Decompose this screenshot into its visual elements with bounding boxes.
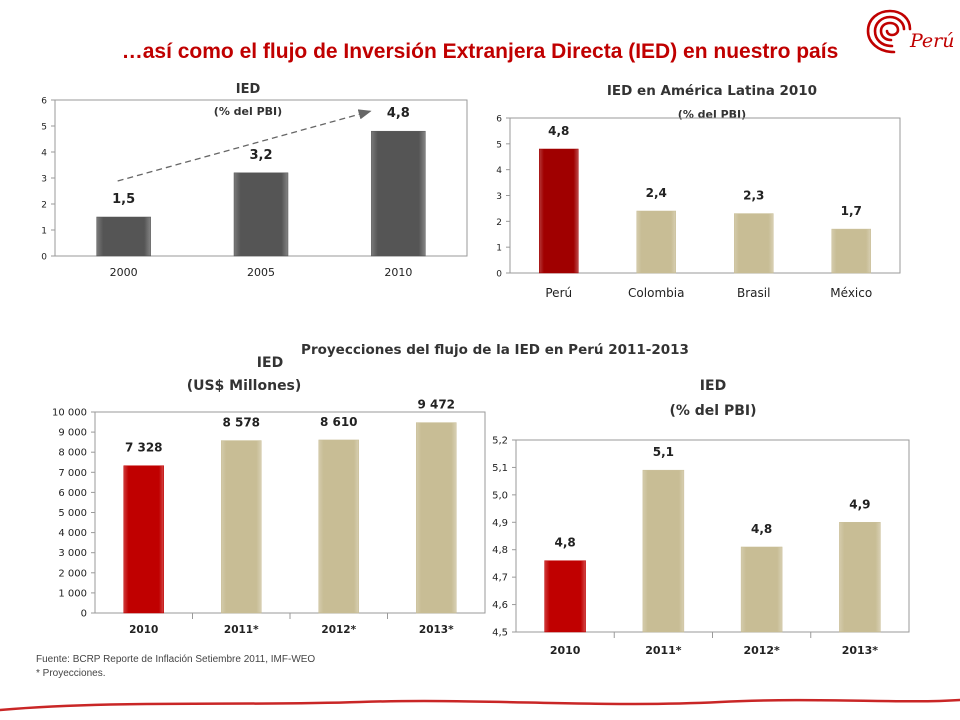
y-tick-label: 6 <box>41 97 47 107</box>
x-tick-label: 2011* <box>224 624 259 636</box>
data-label: 8 610 <box>320 415 358 429</box>
chart-title: IED <box>236 82 261 97</box>
bar <box>416 422 457 614</box>
page-title: …así como el flujo de Inversión Extranje… <box>121 40 839 63</box>
x-tick-label: 2010 <box>384 266 412 279</box>
data-label: 2,4 <box>646 186 667 200</box>
y-tick-label: 3 <box>496 192 502 202</box>
chart-title: IED <box>257 355 283 371</box>
chart-title: IED <box>700 378 726 394</box>
y-tick-label: 5 <box>41 123 47 133</box>
y-tick-label: 4 <box>496 166 502 176</box>
data-label: 9 472 <box>417 398 455 412</box>
y-tick-label: 1 <box>496 244 502 254</box>
x-tick-label: 2012* <box>321 624 356 636</box>
y-tick-label: 7 000 <box>58 468 87 479</box>
data-label: 7 328 <box>125 441 163 455</box>
y-tick-label: 4,9 <box>492 518 508 529</box>
y-tick-label: 9 000 <box>58 428 87 439</box>
logo-text: Perú <box>909 30 955 52</box>
bar <box>831 228 871 274</box>
bar <box>839 522 881 633</box>
chart-ied-pbi-historico: IED (% del PBI) 0 1 2 3 4 5 6 1,5 2000 3,2 2005 4,8 20… <box>41 82 468 279</box>
footnote-note: * Proyecciones. <box>36 668 106 679</box>
y-tick-label: 8 000 <box>58 448 87 459</box>
data-label: 4,8 <box>387 106 410 121</box>
chart-subtitle: (% del PBI) <box>678 108 746 121</box>
bar <box>734 213 774 274</box>
y-tick-label: 1 000 <box>58 588 87 599</box>
bar <box>642 469 685 633</box>
chart-ied-usd-proyecciones: IED (US$ Millones) 0 1 000 2 000 3 000 4 000 5 … <box>52 355 486 636</box>
chart-ied-pbi-proyecciones: IED (% del PBI) 4,5 4,6 4,7 4,8 4,9 5,0 5,1 5,2 4,… <box>492 378 910 657</box>
bar <box>740 546 783 633</box>
chart-subtitle: (% del PBI) <box>214 105 282 118</box>
data-label: 4,8 <box>548 124 569 138</box>
footnote-source: Fuente: BCRP Reporte de Inflación Setiem… <box>36 654 316 665</box>
data-label: 1,7 <box>841 204 862 218</box>
data-label: 4,9 <box>849 497 870 511</box>
bar <box>233 172 289 257</box>
data-label: 1,5 <box>112 192 135 207</box>
y-tick-label: 4 000 <box>58 528 87 539</box>
x-tick-label: Perú <box>545 286 572 300</box>
data-label: 4,8 <box>554 536 575 550</box>
bar <box>636 210 676 274</box>
y-tick-label: 5 000 <box>58 508 87 519</box>
bar <box>544 560 586 633</box>
y-tick-label: 2 <box>41 201 47 211</box>
data-label: 5,1 <box>653 445 674 459</box>
y-tick-label: 0 <box>496 270 502 280</box>
data-label: 3,2 <box>249 148 272 163</box>
y-tick-label: 5,2 <box>492 436 508 447</box>
chart-subtitle: (US$ Millones) <box>187 378 302 394</box>
x-tick-label: 2005 <box>247 266 275 279</box>
y-tick-label: 4,6 <box>492 600 508 611</box>
y-tick-label: 3 000 <box>58 548 87 559</box>
data-label: 8 578 <box>222 416 260 430</box>
y-tick-label: 4,7 <box>492 573 508 584</box>
x-tick-label: 2010 <box>550 644 581 657</box>
y-tick-label: 0 <box>41 253 47 263</box>
x-tick-label: Brasil <box>737 286 770 300</box>
x-tick-label: Colombia <box>628 286 684 300</box>
y-tick-label: 5,1 <box>492 463 508 474</box>
x-tick-label: México <box>830 286 872 300</box>
y-tick-label: 4 <box>41 149 47 159</box>
bar <box>371 130 426 257</box>
decorative-red-line <box>0 698 960 712</box>
y-tick-label: 2 000 <box>58 568 87 579</box>
peru-logo: Perú <box>866 9 955 54</box>
data-label: 4,8 <box>751 522 772 536</box>
y-tick-label: 5 <box>496 140 502 150</box>
y-tick-label: 4,8 <box>492 545 508 556</box>
chart-title: IED en América Latina 2010 <box>607 83 817 99</box>
y-tick-label: 6 <box>496 115 502 125</box>
y-tick-label: 10 000 <box>52 408 87 419</box>
y-tick-label: 3 <box>41 175 47 185</box>
bar <box>221 440 262 614</box>
y-tick-label: 5,0 <box>492 490 508 501</box>
bar <box>318 439 359 614</box>
y-tick-label: 1 <box>41 227 47 237</box>
x-tick-label: 2013* <box>842 644 879 657</box>
x-tick-label: 2012* <box>743 644 780 657</box>
x-tick-label: 2010 <box>129 624 158 636</box>
x-tick-label: 2000 <box>110 266 138 279</box>
chart-subtitle: (% del PBI) <box>669 403 756 419</box>
bar <box>539 148 579 274</box>
y-tick-label: 2 <box>496 218 502 228</box>
y-tick-label: 6 000 <box>58 488 87 499</box>
bar <box>96 216 151 257</box>
section-title: Proyecciones del flujo de la IED en Perú… <box>301 342 689 358</box>
x-tick-label: 2013* <box>419 624 454 636</box>
chart-ied-america-latina: IED en América Latina 2010 (% del PBI) 0 1 2… <box>496 83 901 300</box>
y-tick-label: 0 <box>81 609 87 620</box>
bar <box>123 465 164 614</box>
x-tick-label: 2011* <box>645 644 682 657</box>
data-label: 2,3 <box>743 189 764 203</box>
trend-arrow <box>117 109 372 182</box>
y-tick-label: 4,5 <box>492 628 508 639</box>
